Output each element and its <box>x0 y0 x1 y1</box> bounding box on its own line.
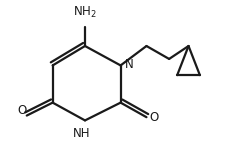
Text: NH: NH <box>73 127 90 140</box>
Text: O: O <box>18 104 27 117</box>
Text: NH$_2$: NH$_2$ <box>73 5 97 20</box>
Text: O: O <box>150 111 159 125</box>
Text: N: N <box>125 58 133 71</box>
